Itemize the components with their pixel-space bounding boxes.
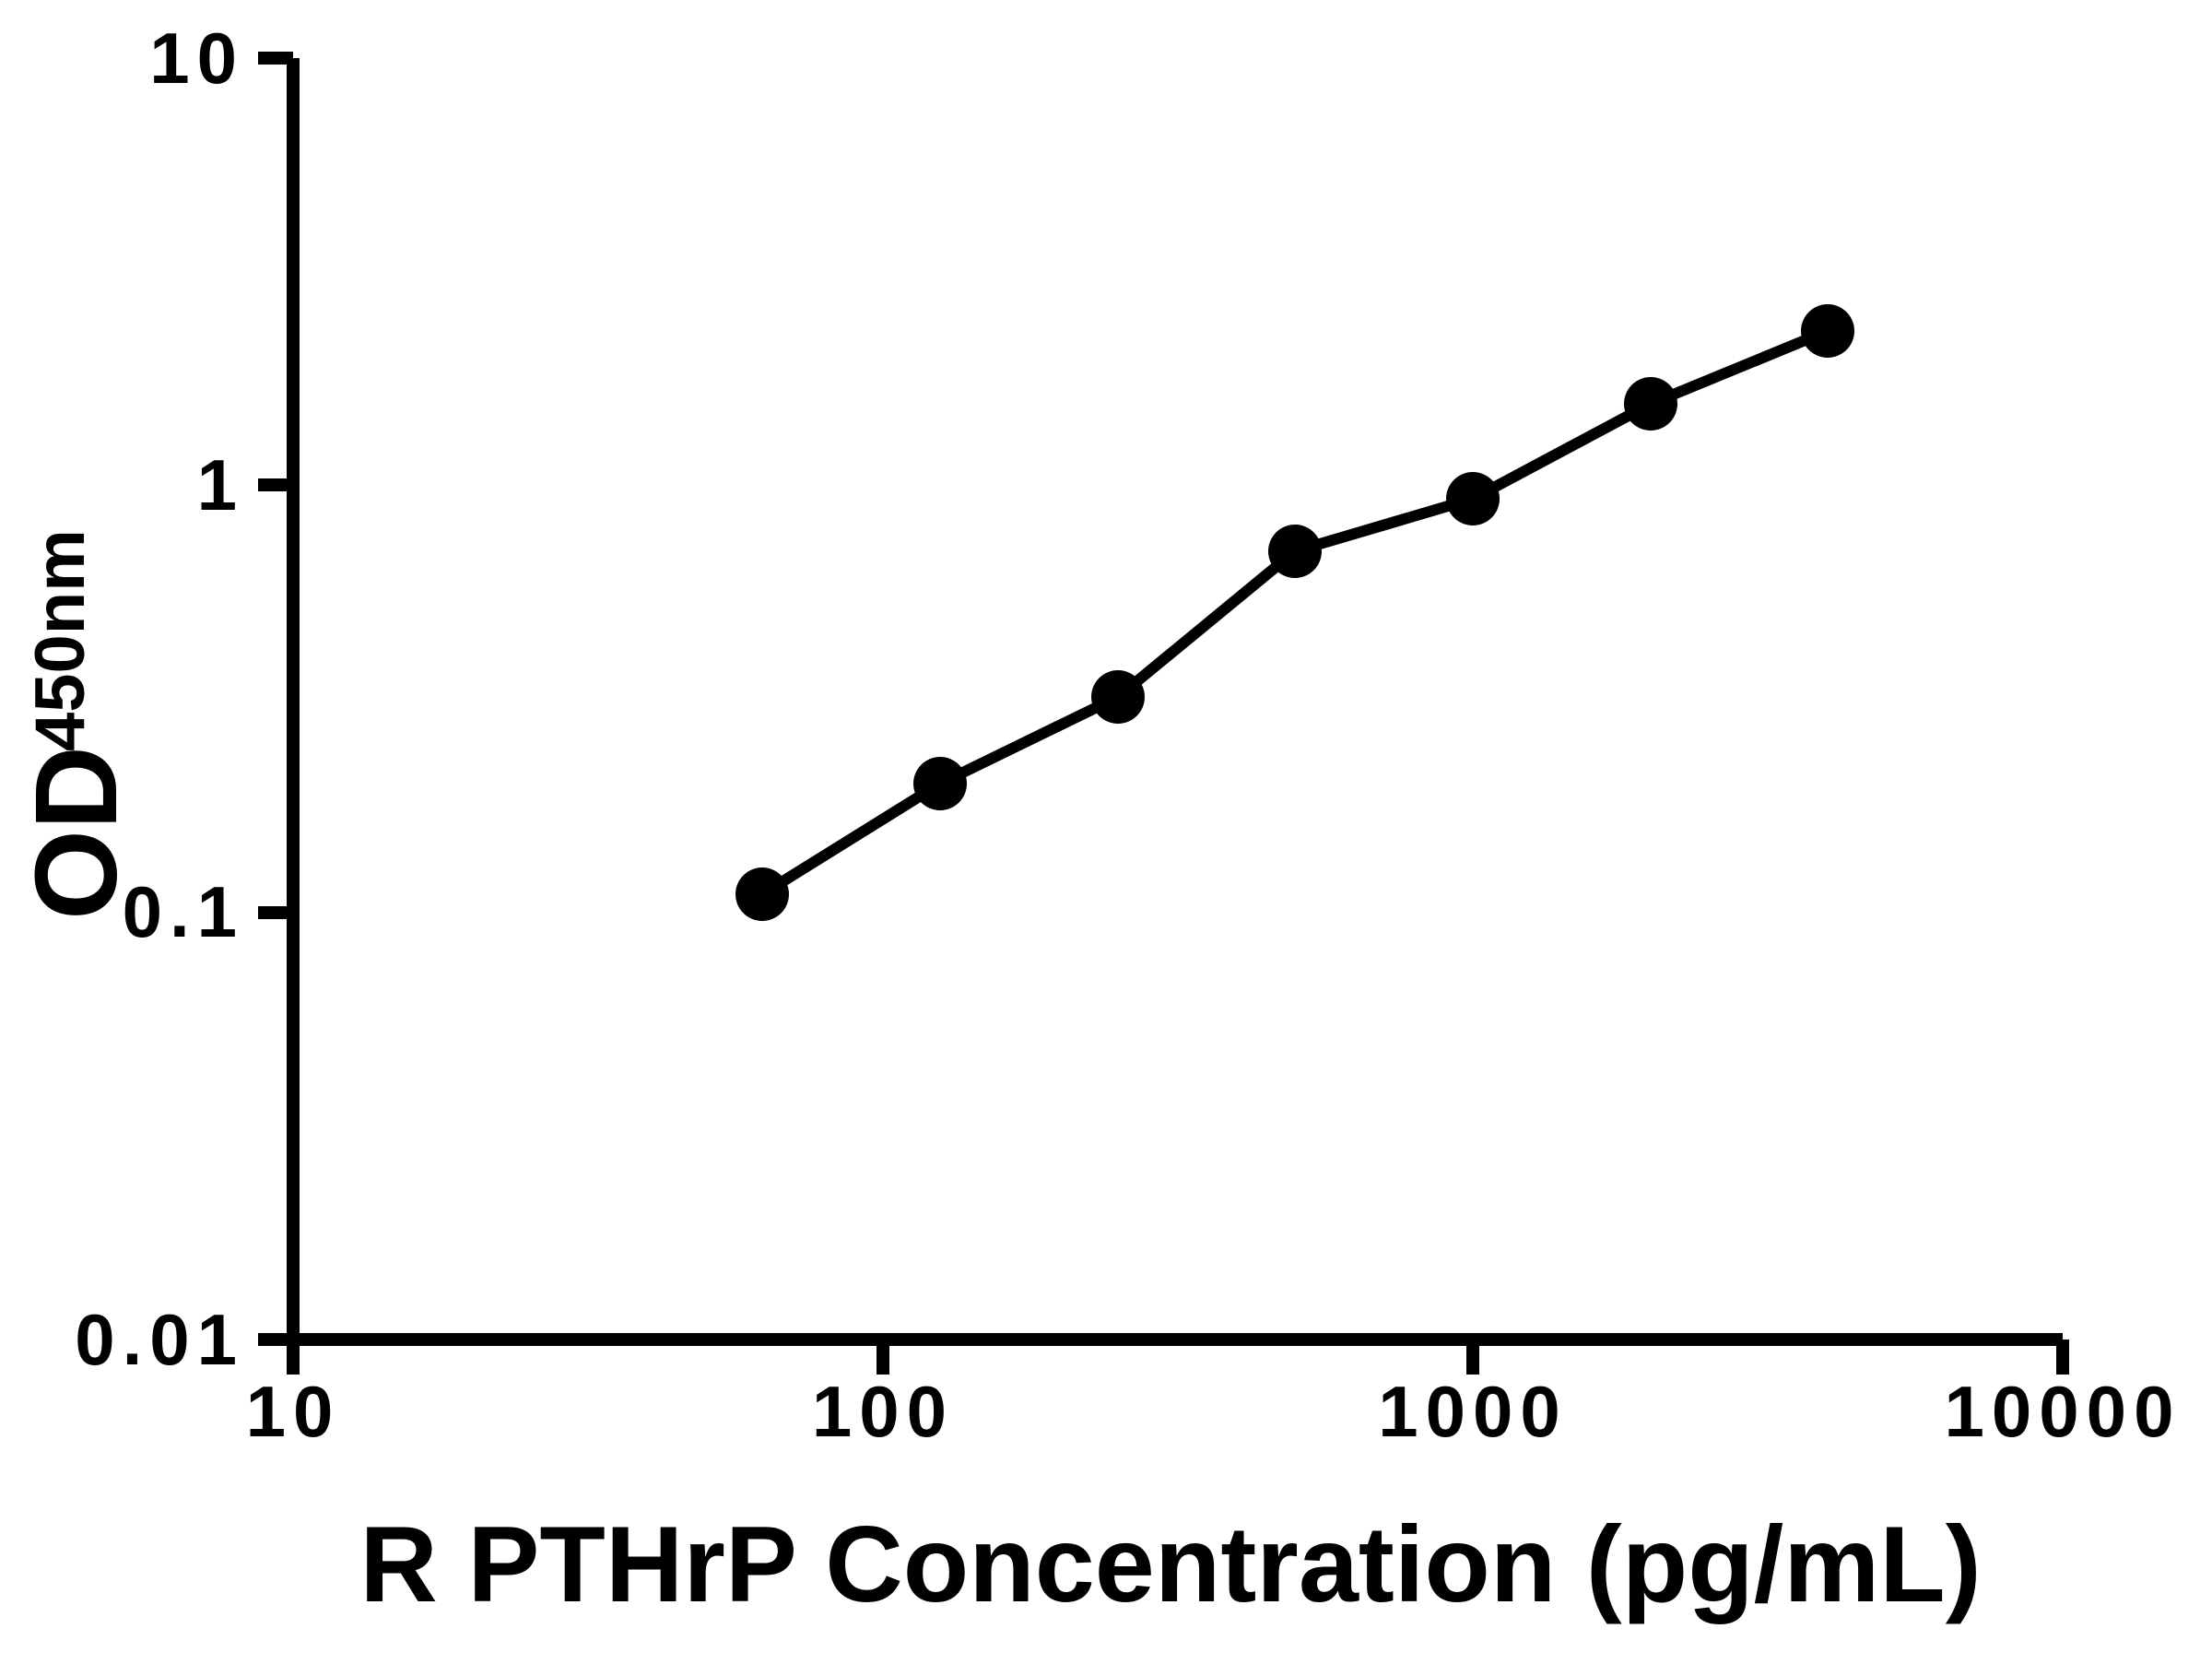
svg-text:1000: 1000 <box>1378 1371 1568 1452</box>
svg-text:1: 1 <box>197 444 244 525</box>
svg-text:450nm: 450nm <box>21 529 100 751</box>
svg-text:10000: 10000 <box>1945 1371 2182 1452</box>
svg-text:100: 100 <box>812 1371 954 1452</box>
svg-text:0.01: 0.01 <box>75 1299 244 1380</box>
svg-text:OD: OD <box>11 746 141 920</box>
svg-text:10: 10 <box>246 1371 341 1452</box>
svg-text:10: 10 <box>149 18 244 99</box>
svg-text:R PTHrP Concentration (pg/mL): R PTHrP Concentration (pg/mL) <box>359 1504 1981 1624</box>
